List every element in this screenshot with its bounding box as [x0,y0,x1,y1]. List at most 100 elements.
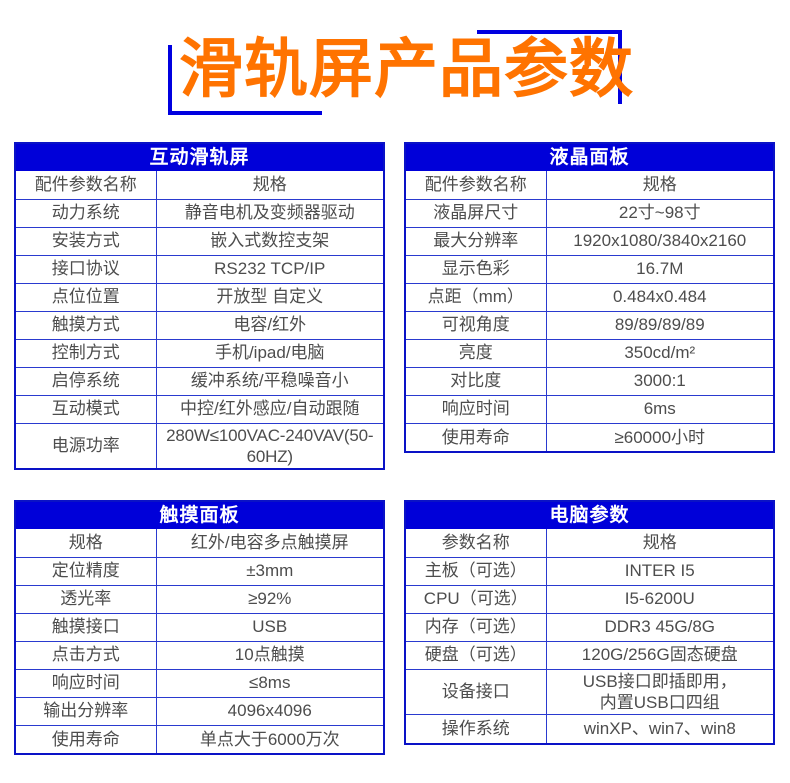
spec-value-cell: 电容/红外 [155,310,383,340]
spec-label-cell: 主板（可选） [406,556,547,586]
spec-value-cell: USB [155,612,383,642]
spec-label-cell: 设备接口 [406,668,547,715]
table-row: 定位精度 ±3mm [16,556,383,586]
spec-value-cell: 开放型 自定义 [155,282,383,312]
table-row: 配件参数名称 规格 [406,171,773,200]
spec-value-cell: 89/89/89/89 [545,310,773,340]
spec-label-cell: 最大分辨率 [406,226,547,256]
spec-value-cell: 中控/红外感应/自动跟随 [155,394,383,424]
spec-value-cell: ≥60000小时 [545,422,773,451]
table-row: 规格 红外/电容多点触摸屏 [16,529,383,558]
spec-value-cell: 0.484x0.484 [545,282,773,312]
spec-label-cell: 透光率 [16,584,157,614]
table-row: 硬盘（可选） 120G/256G固态硬盘 [406,640,773,670]
table-row: 响应时间 6ms [406,394,773,424]
table-row: 动力系统 静音电机及变频器驱动 [16,198,383,228]
spec-value-cell: 10点触摸 [155,640,383,670]
spec-label-cell: 液晶屏尺寸 [406,198,547,228]
spec-value-cell: 16.7M [545,254,773,284]
spec-label-cell: 点距（mm） [406,282,547,312]
table-touch-panel: 触摸面板 规格 红外/电容多点触摸屏 定位精度 ±3mm 透光率 ≥92% 触摸接口 USB 点… [14,500,385,755]
table-row: 液晶屏尺寸 22寸~98寸 [406,198,773,228]
spec-label-cell: 操作系统 [406,714,547,743]
spec-label-cell: 响应时间 [16,668,157,698]
table-row: 点击方式 10点触摸 [16,640,383,670]
table-row: 启停系统 缓冲系统/平稳噪音小 [16,366,383,396]
spec-table: 规格 红外/电容多点触摸屏 定位精度 ±3mm 透光率 ≥92% 触摸接口 USB 点击方式 10… [16,529,383,753]
panel-title-touch-panel: 触摸面板 [16,502,383,529]
spec-tables-grid: 互动滑轨屏 配件参数名称 规格 动力系统 静音电机及变频器驱动 安装方式 嵌入式数控支架接… [14,142,775,755]
table-row: 接口协议 RS232 TCP/IP [16,254,383,284]
spec-label-cell: 输出分辨率 [16,696,157,726]
spec-label-cell: 配件参数名称 [406,171,547,200]
spec-label-cell: 可视角度 [406,310,547,340]
spec-value-cell: 4096x4096 [155,696,383,726]
spec-label-cell: 互动模式 [16,394,157,424]
table-row: 安装方式 嵌入式数控支架 [16,226,383,256]
table-row: 设备接口 USB接口即插即用， 内置USB口四组 [406,668,773,715]
panel-title-interactive-rail-screen: 互动滑轨屏 [16,144,383,171]
spec-label-cell: CPU（可选） [406,584,547,614]
panel-title-lcd-panel: 液晶面板 [406,144,773,171]
table-row: 参数名称 规格 [406,529,773,558]
spec-value-cell: 280W≤100VAC-240VAV(50-60HZ) [155,422,383,468]
spec-value-cell: 红外/电容多点触摸屏 [155,529,383,558]
bracket-top-right-icon [477,30,622,104]
table-row: 点位位置 开放型 自定义 [16,282,383,312]
table-row: 显示色彩 16.7M [406,254,773,284]
spec-value-cell: 规格 [155,171,383,200]
spec-value-cell: 嵌入式数控支架 [155,226,383,256]
table-row: 最大分辨率 1920x1080/3840x2160 [406,226,773,256]
spec-label-cell: 亮度 [406,338,547,368]
spec-value-cell: 规格 [545,529,773,558]
spec-value-cell: 120G/256G固态硬盘 [545,640,773,670]
spec-value-cell: 6ms [545,394,773,424]
table-row: 使用寿命 ≥60000小时 [406,422,773,451]
spec-value-cell: 单点大于6000万次 [155,724,383,753]
spec-label-cell: 控制方式 [16,338,157,368]
table-row: 内存（可选） DDR3 45G/8G [406,612,773,642]
table-row: 亮度 350cd/m² [406,338,773,368]
spec-value-cell: 3000:1 [545,366,773,396]
spec-table: 参数名称 规格 主板（可选） INTER I5 CPU（可选） I5-6200U 内存（可选… [406,529,773,743]
table-row: 配件参数名称 规格 [16,171,383,200]
table-row: 操作系统 winXP、win7、win8 [406,714,773,743]
table-row: 对比度 3000:1 [406,366,773,396]
spec-label-cell: 定位精度 [16,556,157,586]
table-row: 电源功率 280W≤100VAC-240VAV(50-60HZ) [16,422,383,468]
table-computer-params: 电脑参数 参数名称 规格 主板（可选） INTER I5 CPU（可选） I5-6200U… [404,500,775,745]
spec-label-cell: 使用寿命 [16,724,157,753]
spec-label-cell: 响应时间 [406,394,547,424]
spec-label-cell: 显示色彩 [406,254,547,284]
table-row: 互动模式 中控/红外感应/自动跟随 [16,394,383,424]
title-block: 滑轨屏产品参数 [0,0,790,132]
table-row: 使用寿命 单点大于6000万次 [16,724,383,753]
table-row: 透光率 ≥92% [16,584,383,614]
table-row: 响应时间 ≤8ms [16,668,383,698]
spec-label-cell: 点位位置 [16,282,157,312]
page-title: 滑轨屏产品参数 [179,33,634,105]
table-row: 主板（可选） INTER I5 [406,556,773,586]
table-interactive-rail-screen: 互动滑轨屏 配件参数名称 规格 动力系统 静音电机及变频器驱动 安装方式 嵌入式数控支架接… [14,142,385,470]
spec-value-cell: USB接口即插即用， 内置USB口四组 [545,668,773,715]
spec-label-cell: 电源功率 [16,422,157,468]
spec-value-cell: RS232 TCP/IP [155,254,383,284]
spec-value-cell: 规格 [545,171,773,200]
spec-label-cell: 触摸方式 [16,310,157,340]
spec-label-cell: 接口协议 [16,254,157,284]
spec-value-cell: 22寸~98寸 [545,198,773,228]
spec-value-cell: 静音电机及变频器驱动 [155,198,383,228]
spec-label-cell: 安装方式 [16,226,157,256]
spec-table: 配件参数名称 规格 动力系统 静音电机及变频器驱动 安装方式 嵌入式数控支架 接口协议 RS2… [16,171,383,468]
table-row: 点距（mm） 0.484x0.484 [406,282,773,312]
spec-value-cell: INTER I5 [545,556,773,586]
spec-label-cell: 对比度 [406,366,547,396]
table-row: 触摸接口 USB [16,612,383,642]
spec-label-cell: 触摸接口 [16,612,157,642]
spec-label-cell: 规格 [16,529,157,558]
spec-value-cell: ≤8ms [155,668,383,698]
panel-title-computer-params: 电脑参数 [406,502,773,529]
table-row: 触摸方式 电容/红外 [16,310,383,340]
spec-value-cell: winXP、win7、win8 [545,714,773,743]
spec-label-cell: 内存（可选） [406,612,547,642]
